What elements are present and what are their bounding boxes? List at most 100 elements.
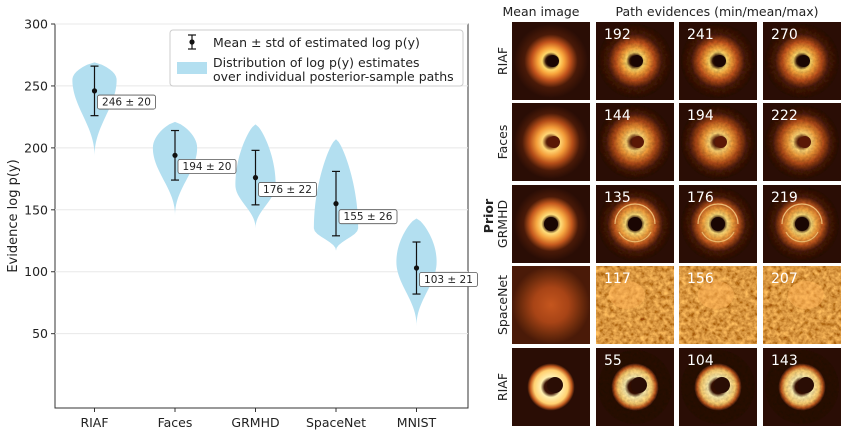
header-mean-image: Mean image — [503, 4, 580, 19]
legend-errorbar-marker — [188, 34, 196, 50]
ring-center — [799, 136, 811, 148]
y-tick-label: 300 — [24, 17, 48, 32]
ring-center — [798, 55, 810, 67]
bright-blob — [698, 281, 734, 309]
ring-center — [547, 55, 559, 67]
sample-image-tile: 241 — [679, 22, 757, 100]
ring-center — [798, 377, 814, 393]
annotation-mnist: 103 ± 21 — [424, 274, 473, 286]
legend-violin-swatch — [177, 62, 207, 74]
plot-frame — [54, 23, 469, 409]
ring-center — [714, 377, 730, 393]
ring-center — [628, 217, 642, 231]
evidence-value: 219 — [771, 190, 798, 206]
mean-image-tile — [512, 185, 590, 263]
y-axis-label: Evidence log p(y) — [6, 159, 21, 272]
grid-rows: RIAF 192 241 270 Faces 144 194 222 GRMHD 135 176 21… — [495, 22, 841, 426]
evidence-value: 194 — [687, 108, 714, 124]
grid-row-4: RIAF 55 104 143 — [495, 348, 841, 426]
legend-errorbar-label: Mean ± std of estimated log p(y) — [213, 35, 420, 50]
violin-plot: 246 ± 20 194 ± 20 176 ± 22 155 ± 26 103 ± 21… — [6, 17, 478, 430]
x-tick-label: SpaceNet — [306, 415, 366, 430]
mean-marker-spacenet — [333, 201, 339, 207]
row-group-label: Prior — [481, 198, 496, 233]
evidence-value: 143 — [771, 353, 798, 369]
mean-marker-faces — [172, 152, 178, 158]
errorbars — [90, 65, 421, 295]
row-label: RIAF — [495, 373, 510, 401]
mean-marker-mnist — [413, 265, 420, 271]
annotation-box — [258, 182, 317, 197]
ring-center — [631, 55, 643, 67]
grid-row-3: SpaceNet 117 156 207 — [495, 266, 841, 344]
evidence-value: 104 — [687, 353, 714, 369]
evidence-value: 176 — [687, 190, 714, 206]
grid-row-0: RIAF 192 241 270 — [495, 22, 841, 100]
ring-center — [715, 136, 727, 148]
legend: Mean ± std of estimated log p(y) Distrib… — [169, 29, 464, 87]
x-tick-label: Faces — [158, 415, 193, 430]
mean-image-tile — [512, 348, 590, 426]
evidence-value: 222 — [771, 108, 798, 124]
row-label: RIAF — [495, 47, 510, 75]
sample-image-tile: 194 — [679, 103, 757, 181]
ring-center — [547, 377, 563, 393]
sample-image-tile: 104 — [679, 348, 757, 426]
evidence-value: 117 — [604, 271, 631, 287]
x-axis-ticks: RIAF Faces GRMHD SpaceNet MNIST — [80, 408, 437, 430]
annotation-faces: 194 ± 20 — [183, 161, 232, 173]
bright-blob — [788, 281, 824, 309]
annotation-spacenet: 155 ± 26 — [344, 211, 393, 223]
legend-frame — [169, 29, 464, 87]
evidence-value: 241 — [687, 27, 714, 43]
sample-image-tile: 55 — [596, 348, 674, 426]
y-tick-label: 200 — [24, 140, 48, 155]
evidence-value: 192 — [604, 27, 631, 43]
sample-image-tile: 207 — [763, 266, 841, 344]
annotation-box — [177, 159, 237, 174]
mean-image-tile — [512, 22, 590, 100]
annotation-box — [97, 94, 156, 110]
x-tick-label: MNIST — [397, 415, 437, 430]
row-label: SpaceNet — [495, 275, 510, 335]
spiral-arc — [614, 203, 656, 225]
ring-center — [711, 217, 725, 231]
spiral-arc — [618, 231, 652, 243]
x-tick-label: RIAF — [80, 415, 108, 430]
annotation-grmhd: 176 ± 22 — [263, 184, 312, 196]
spiral-arc — [785, 231, 819, 243]
grid-row-2: GRMHD 135 176 219 — [495, 185, 841, 263]
grid-row-1: Faces 144 194 222 — [495, 103, 841, 181]
ring-center — [795, 217, 809, 231]
spiral-arc — [697, 203, 739, 225]
bright-blob — [609, 281, 645, 309]
evidence-value: 55 — [604, 353, 622, 369]
ring-center — [544, 217, 558, 231]
mean-image-tile — [512, 103, 590, 181]
ring-center — [714, 55, 726, 67]
image-grid: Mean image Path evidences (min/mean/max)… — [481, 4, 841, 426]
sample-image-tile: 270 — [763, 22, 841, 100]
sample-image-tile: 117 — [596, 266, 674, 344]
legend-violin-label-line2: over individual posterior-sample paths — [213, 69, 454, 84]
sample-image-tile: 156 — [679, 266, 757, 344]
annotation-riaf: 246 ± 20 — [102, 97, 151, 109]
row-label: GRMHD — [495, 200, 510, 248]
spiral-arc — [781, 203, 823, 225]
evidence-value: 135 — [604, 190, 631, 206]
y-tick-label: 250 — [24, 78, 48, 93]
row-label: Faces — [495, 125, 510, 160]
sample-image-tile: 222 — [763, 103, 841, 181]
spiral-arc — [701, 231, 735, 243]
sample-image-tile: 135 — [596, 185, 674, 263]
mean-marker-grmhd — [252, 175, 259, 181]
sample-image-tile: 176 — [679, 185, 757, 263]
annotation-box — [419, 272, 478, 287]
evidence-value: 207 — [771, 271, 798, 287]
evidence-value: 156 — [687, 271, 714, 287]
annotation-box — [338, 209, 398, 225]
header-path-evidences: Path evidences (min/mean/max) — [615, 4, 818, 19]
y-tick-label: 50 — [32, 326, 48, 341]
y-tick-label: 150 — [24, 202, 48, 217]
